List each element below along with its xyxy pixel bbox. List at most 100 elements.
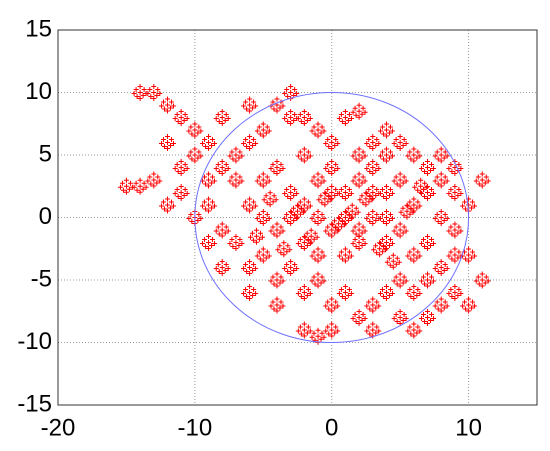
- point: [405, 246, 423, 264]
- y-tick-label: -10: [17, 328, 52, 355]
- point: [200, 134, 218, 151]
- point: [241, 196, 259, 214]
- point: [364, 296, 382, 314]
- point: [323, 159, 341, 176]
- circle: [194, 92, 470, 343]
- point: [432, 171, 450, 189]
- point: [384, 252, 402, 270]
- point: [254, 209, 272, 226]
- point: [473, 171, 491, 189]
- point: [432, 296, 450, 314]
- point: [323, 134, 341, 151]
- point: [227, 146, 245, 164]
- point: [213, 221, 231, 239]
- point: [309, 271, 327, 289]
- point: [419, 271, 437, 289]
- point: [432, 209, 450, 226]
- point: [186, 121, 204, 139]
- point: [460, 246, 478, 264]
- point: [268, 221, 286, 239]
- point: [309, 209, 327, 226]
- point: [282, 259, 300, 276]
- point: [268, 296, 286, 314]
- point: [336, 209, 354, 226]
- x-tick-label: -10: [178, 414, 213, 441]
- axes-box: [57, 29, 538, 406]
- point: [241, 96, 259, 114]
- point: [158, 96, 176, 114]
- point: [323, 184, 341, 201]
- y-tick-label: 5: [39, 140, 52, 167]
- point: [364, 159, 382, 176]
- point: [391, 271, 409, 289]
- point: [247, 227, 265, 245]
- point: [460, 296, 478, 314]
- point: [391, 134, 409, 151]
- x-tick-label: 10: [455, 414, 482, 441]
- point: [268, 159, 286, 176]
- point: [473, 271, 491, 289]
- point: [405, 284, 423, 301]
- point: [261, 190, 279, 208]
- point: [405, 321, 423, 339]
- point: [432, 146, 450, 164]
- point: [364, 321, 382, 339]
- point: [446, 184, 464, 201]
- point: [446, 159, 464, 176]
- point: [419, 309, 437, 326]
- x-tick-label: 0: [325, 414, 338, 441]
- point: [336, 284, 354, 301]
- y-tick-label: 15: [25, 15, 52, 42]
- point: [213, 259, 231, 276]
- point: [158, 196, 176, 214]
- point: [200, 171, 218, 189]
- y-tick-label: 10: [25, 78, 52, 105]
- point: [350, 146, 368, 164]
- point: [241, 259, 259, 276]
- point: [309, 121, 327, 139]
- point: [241, 134, 259, 151]
- point: [268, 271, 286, 289]
- point: [350, 171, 368, 189]
- point: [419, 234, 437, 251]
- point: [336, 246, 354, 264]
- point: [391, 221, 409, 239]
- point: [364, 134, 382, 151]
- point: [275, 240, 293, 258]
- point: [405, 146, 423, 164]
- point: [200, 234, 218, 251]
- point: [172, 184, 190, 201]
- y-tick-label: -15: [17, 390, 52, 417]
- y-tick-label: -5: [31, 265, 52, 292]
- point: [213, 109, 231, 126]
- point: [446, 284, 464, 301]
- point: [172, 109, 190, 126]
- point: [391, 171, 409, 189]
- point: [323, 321, 341, 339]
- point: [295, 196, 313, 214]
- x-tick-label: -20: [41, 414, 76, 441]
- point: [241, 284, 259, 301]
- point: [377, 146, 395, 164]
- point: [364, 184, 382, 201]
- point: [186, 146, 204, 164]
- point: [419, 159, 437, 176]
- point: [309, 246, 327, 264]
- point: [282, 109, 300, 126]
- point: [302, 227, 320, 245]
- point: [377, 209, 395, 226]
- y-tick-label: 0: [39, 203, 52, 230]
- point: [309, 171, 327, 189]
- point: [398, 202, 416, 220]
- point: [213, 159, 231, 176]
- point: [412, 177, 430, 195]
- point: [200, 196, 218, 214]
- point: [158, 134, 176, 151]
- point: [117, 177, 135, 195]
- point: [391, 309, 409, 326]
- point: [432, 259, 450, 276]
- point: [350, 102, 368, 120]
- point: [350, 309, 368, 326]
- point: [254, 171, 272, 189]
- point: [227, 171, 245, 189]
